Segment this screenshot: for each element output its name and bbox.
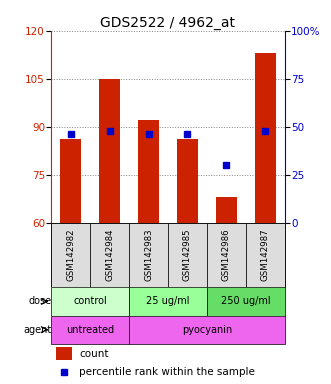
- Text: GSM142983: GSM142983: [144, 228, 153, 281]
- Text: GSM142984: GSM142984: [105, 228, 114, 281]
- Bar: [90, 223, 129, 287]
- Bar: [138, 120, 159, 223]
- Bar: [51, 223, 90, 287]
- Text: 25 ug/ml: 25 ug/ml: [146, 296, 190, 306]
- Bar: [51, 316, 129, 344]
- Bar: [129, 316, 285, 344]
- Text: percentile rank within the sample: percentile rank within the sample: [79, 367, 255, 377]
- Text: GSM142982: GSM142982: [66, 228, 75, 281]
- Bar: [255, 53, 276, 223]
- Text: GSM142987: GSM142987: [261, 228, 270, 281]
- Text: count: count: [79, 349, 109, 359]
- Text: pyocyanin: pyocyanin: [182, 324, 232, 335]
- Text: agent: agent: [23, 324, 51, 335]
- Text: dose: dose: [28, 296, 51, 306]
- Title: GDS2522 / 4962_at: GDS2522 / 4962_at: [101, 16, 235, 30]
- Bar: [215, 197, 237, 223]
- Bar: [129, 287, 207, 316]
- Text: untreated: untreated: [66, 324, 114, 335]
- Text: GSM142985: GSM142985: [183, 228, 192, 281]
- Bar: [207, 287, 285, 316]
- Bar: [60, 139, 81, 223]
- Text: GSM142986: GSM142986: [222, 228, 231, 281]
- Bar: [51, 287, 129, 316]
- Bar: [246, 223, 285, 287]
- Bar: [129, 223, 168, 287]
- Bar: [177, 139, 198, 223]
- Text: 250 ug/ml: 250 ug/ml: [221, 296, 270, 306]
- Bar: [56, 348, 72, 360]
- Text: control: control: [73, 296, 107, 306]
- Bar: [207, 223, 246, 287]
- Bar: [99, 79, 120, 223]
- Bar: [168, 223, 207, 287]
